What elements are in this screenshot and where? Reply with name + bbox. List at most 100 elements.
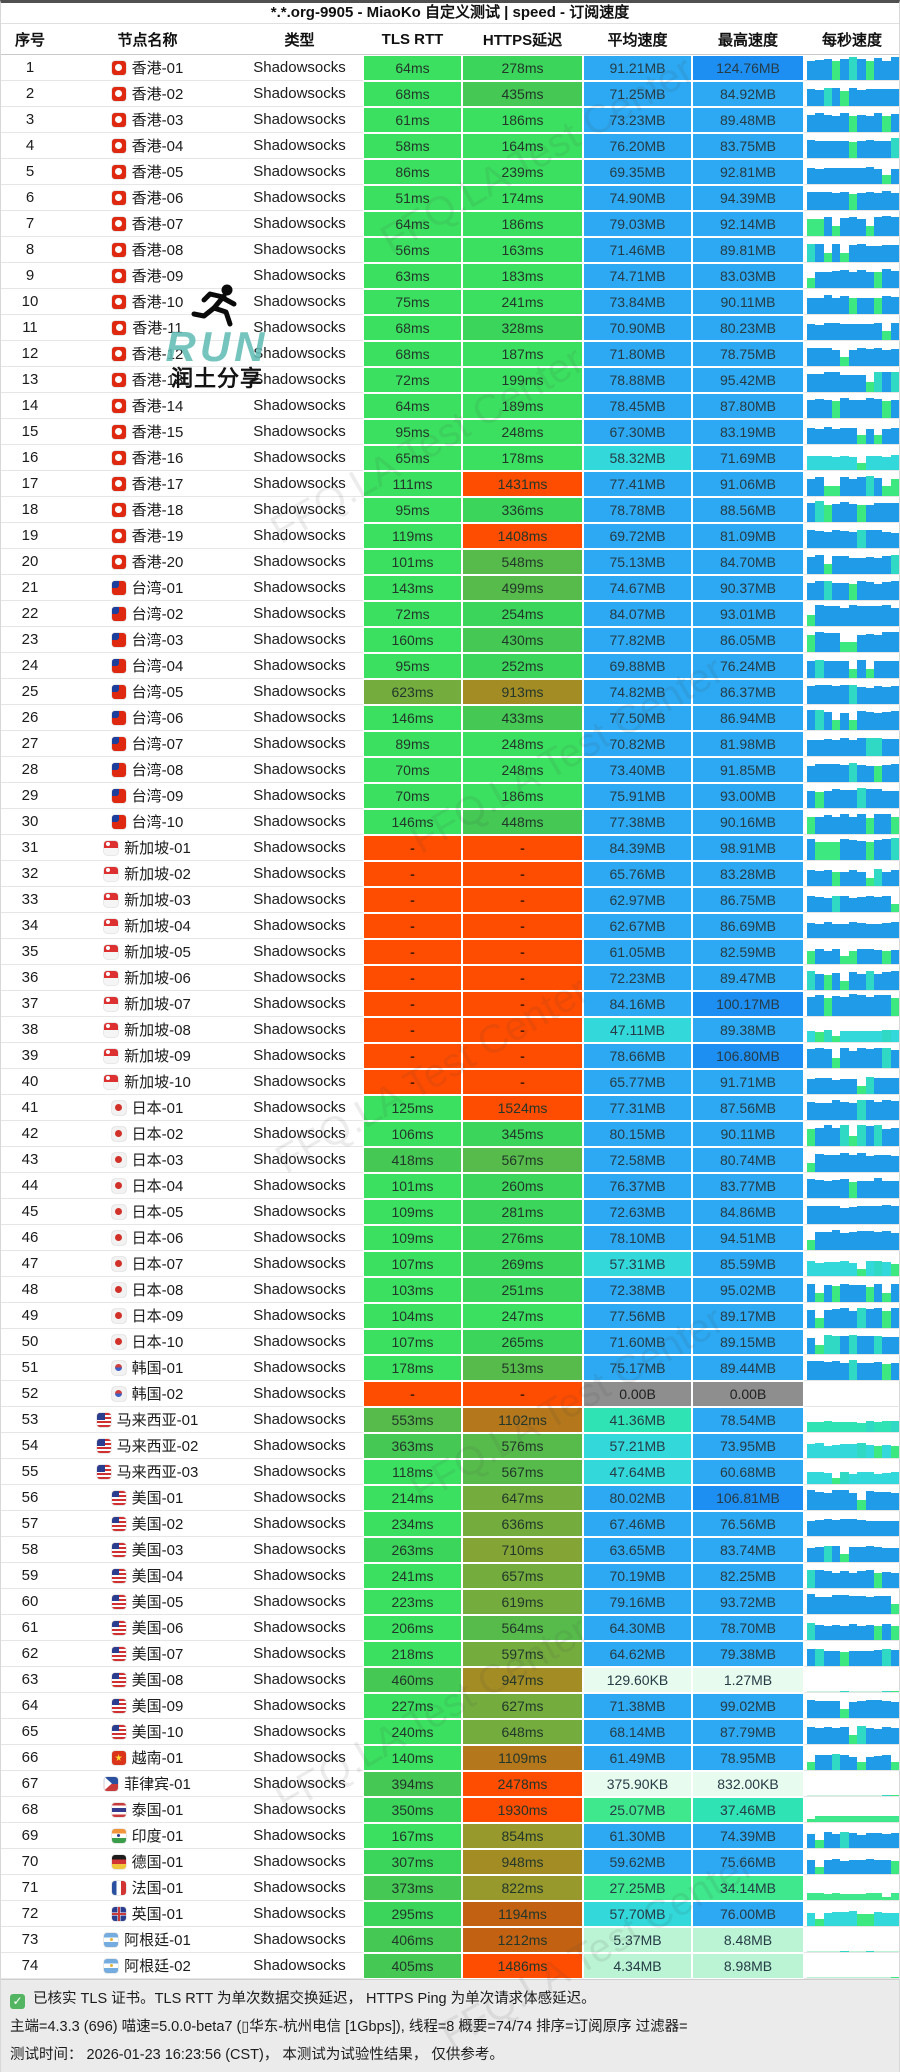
spark-bar bbox=[840, 1308, 849, 1328]
max-speed-cell: 93.00MB bbox=[692, 783, 804, 809]
spark-bar bbox=[823, 88, 833, 106]
spark-bar bbox=[848, 400, 858, 418]
spark-bar bbox=[890, 739, 899, 756]
spark-bar bbox=[873, 558, 883, 574]
spark-bar bbox=[890, 971, 899, 990]
max-speed-cell: 79.38MB bbox=[692, 1641, 804, 1667]
spark-bar bbox=[832, 429, 841, 444]
spark-bar bbox=[865, 272, 874, 288]
table-row: 73 阿根廷-01 Shadowsocks 406ms 1212ms 5.37MB 8.48… bbox=[1, 1927, 900, 1953]
spark-bar bbox=[807, 1422, 816, 1432]
spark-bar bbox=[832, 168, 841, 184]
table-row: 53 马来西亚-01 Shadowsocks 553ms 1102ms 41.36MB 78… bbox=[1, 1407, 900, 1433]
flag-us-icon bbox=[111, 1568, 126, 1583]
avg-speed-cell: 63.65MB bbox=[583, 1537, 692, 1563]
spark-bar bbox=[815, 1103, 824, 1120]
spark-bar bbox=[815, 1547, 824, 1562]
node-name-cell: 日本-01 bbox=[59, 1095, 236, 1121]
table-row: 39 新加坡-09 Shadowsocks - -78.66MB 106.80MB bbox=[1, 1043, 900, 1069]
tls-rtt-cell: 418ms bbox=[363, 1147, 462, 1173]
spark-bar bbox=[882, 1548, 891, 1562]
spark-bar bbox=[807, 661, 816, 678]
spark-bar bbox=[807, 817, 816, 834]
node-name: 台湾-02 bbox=[131, 606, 184, 623]
table-row: 40 新加坡-10 Shadowsocks - -65.77MB 91.71MB bbox=[1, 1069, 900, 1095]
node-name: 法国-01 bbox=[131, 1880, 184, 1897]
node-name-cell: 韩国-01 bbox=[59, 1355, 236, 1381]
spark-bar bbox=[840, 59, 849, 80]
spark-bar bbox=[882, 191, 891, 210]
speed-sparkline bbox=[804, 887, 900, 913]
speed-sparkline bbox=[804, 1563, 900, 1589]
avg-speed-cell: 80.02MB bbox=[583, 1485, 692, 1511]
spark-bar bbox=[873, 1795, 883, 1796]
spark-bar bbox=[807, 615, 816, 626]
https-latency-cell: 248ms bbox=[462, 731, 583, 757]
spark-bar bbox=[882, 1596, 891, 1614]
spark-bar bbox=[823, 253, 833, 262]
spark-bar bbox=[823, 1232, 833, 1250]
spark-bar bbox=[832, 924, 841, 938]
spark-bar bbox=[865, 582, 874, 600]
row-index: 67 bbox=[1, 1771, 59, 1797]
spark-bar bbox=[848, 790, 858, 808]
spark-bar bbox=[857, 974, 866, 990]
table-row: 47 日本-07 Shadowsocks 107ms 269ms 57.31MB 85.59… bbox=[1, 1251, 900, 1277]
spark-bar bbox=[865, 1893, 874, 1900]
row-index: 58 bbox=[1, 1537, 59, 1563]
spark-bar bbox=[882, 532, 891, 548]
spark-bar bbox=[832, 1701, 841, 1718]
spark-bar bbox=[823, 791, 833, 808]
node-name-cell: 台湾-05 bbox=[59, 679, 236, 705]
spark-bar bbox=[865, 505, 874, 522]
https-latency-cell: 564ms bbox=[462, 1615, 583, 1641]
spark-bar bbox=[890, 533, 899, 548]
max-speed-cell: 90.11MB bbox=[692, 289, 804, 315]
node-name-cell: 香港-02 bbox=[59, 81, 236, 107]
row-index: 68 bbox=[1, 1797, 59, 1823]
spark-bar bbox=[840, 981, 849, 990]
https-latency-cell: 710ms bbox=[462, 1537, 583, 1563]
spark-bar bbox=[832, 1977, 841, 1978]
avg-speed-cell: 73.84MB bbox=[583, 289, 692, 315]
spark-bar bbox=[807, 1049, 816, 1068]
spark-bar bbox=[840, 1832, 849, 1848]
spark-bar bbox=[823, 661, 833, 678]
table-row: 41 日本-01 Shadowsocks 125ms 1524ms 77.31MB 87.5… bbox=[1, 1095, 900, 1121]
spark-bar bbox=[865, 712, 874, 730]
spark-bar bbox=[873, 1521, 883, 1536]
spark-bar bbox=[832, 1834, 841, 1848]
tls-rtt-cell: 58ms bbox=[363, 133, 462, 159]
spark-bar bbox=[857, 1181, 866, 1198]
spark-bar bbox=[857, 1547, 866, 1562]
spark-bar bbox=[857, 1231, 866, 1250]
spark-bar bbox=[807, 1727, 816, 1744]
max-speed-cell: 93.01MB bbox=[692, 601, 804, 627]
max-speed-cell: 34.14MB bbox=[692, 1875, 804, 1901]
avg-speed-cell: 4.34MB bbox=[583, 1953, 692, 1979]
https-latency-cell: 199ms bbox=[462, 367, 583, 393]
tls-rtt-cell: 72ms bbox=[363, 367, 462, 393]
spark-bar bbox=[807, 1594, 816, 1614]
https-latency-cell: 1930ms bbox=[462, 1797, 583, 1823]
spark-bar bbox=[832, 1309, 841, 1328]
node-type-cell: Shadowsocks bbox=[236, 263, 363, 289]
spark-bar bbox=[815, 531, 824, 548]
spark-bar bbox=[840, 91, 849, 106]
spark-bar bbox=[840, 428, 849, 444]
https-latency-cell: - bbox=[462, 939, 583, 965]
speed-sparkline bbox=[804, 1017, 900, 1043]
spark-bar bbox=[815, 113, 824, 132]
spark-bar bbox=[873, 217, 883, 236]
spark-bar bbox=[815, 374, 824, 392]
avg-speed-cell: 72.23MB bbox=[583, 965, 692, 991]
spark-bar bbox=[832, 1912, 841, 1926]
table-row: 22 台湾-02 Shadowsocks 72ms 254ms 84.07MB 93.01M… bbox=[1, 601, 900, 627]
spark-bar bbox=[848, 375, 858, 392]
spark-bar bbox=[865, 1951, 874, 1952]
max-speed-cell: 87.80MB bbox=[692, 393, 804, 419]
flag-my-icon bbox=[96, 1464, 111, 1479]
https-latency-cell: 276ms bbox=[462, 1225, 583, 1251]
spark-bar bbox=[815, 1597, 824, 1614]
spark-bar bbox=[840, 1519, 849, 1536]
